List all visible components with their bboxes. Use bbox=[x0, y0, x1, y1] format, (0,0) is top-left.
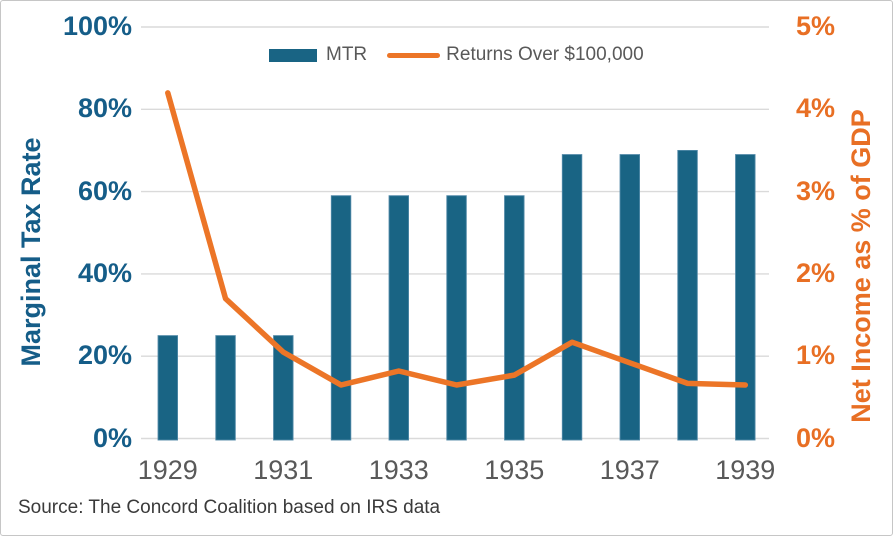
right-axis-tick-label: 5% bbox=[796, 11, 836, 41]
right-axis-tick-label: 0% bbox=[796, 422, 836, 453]
x-axis-tick-label: 1937 bbox=[599, 455, 660, 485]
source-note: Source: The Concord Coalition based on I… bbox=[18, 497, 441, 518]
x-axis-tick-label: 1929 bbox=[137, 455, 198, 485]
bar-series-swatch-icon bbox=[269, 48, 317, 62]
left-axis-tick-label: 80% bbox=[77, 93, 132, 124]
bar-1939 bbox=[735, 154, 756, 441]
right-axis-tick-label: 2% bbox=[796, 257, 836, 288]
left-axis-tick-label: 40% bbox=[77, 257, 132, 288]
x-axis-tick-label: 1935 bbox=[484, 455, 545, 485]
bar-1938 bbox=[677, 149, 698, 441]
bar-1931 bbox=[273, 335, 294, 441]
right-axis-tick-label: 3% bbox=[796, 175, 836, 206]
right-axis-title: Net Income as % of GDP bbox=[846, 109, 876, 423]
legend: MTR Returns Over $100,000 bbox=[269, 41, 644, 69]
line-series-swatch-icon bbox=[387, 52, 441, 58]
bar-1932 bbox=[330, 195, 352, 441]
legend-label-returns: Returns Over $100,000 bbox=[446, 44, 644, 65]
bar-1936 bbox=[561, 154, 583, 441]
bar-1933 bbox=[388, 195, 409, 441]
bar-1937 bbox=[619, 154, 640, 441]
returns-line bbox=[165, 90, 749, 388]
bar-1930 bbox=[215, 335, 236, 441]
right-axis-tick-label: 1% bbox=[796, 340, 836, 371]
right-axis-tick-label: 4% bbox=[796, 93, 836, 124]
x-axis-tick-label: 1933 bbox=[368, 455, 429, 485]
x-axis-tick-label: 1931 bbox=[253, 455, 314, 485]
x-axis-tick-label: 1939 bbox=[715, 455, 776, 485]
bar-1935 bbox=[504, 195, 525, 441]
left-axis-tick-label: 0% bbox=[92, 422, 132, 453]
legend-label-mtr: MTR bbox=[326, 44, 368, 65]
bar-1934 bbox=[446, 195, 467, 441]
left-axis-tick-label: 100% bbox=[62, 11, 132, 41]
left-axis-tick-label: 20% bbox=[77, 340, 132, 371]
bar-1929 bbox=[157, 335, 179, 441]
left-axis-tick-label: 60% bbox=[77, 175, 132, 206]
